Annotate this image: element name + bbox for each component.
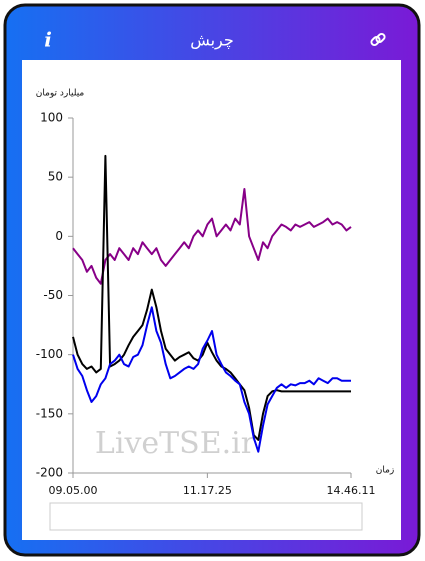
link-icon[interactable] [370,32,386,47]
y-tick-label: 50 [48,170,63,184]
legend-box [49,502,363,531]
chart-panel [22,60,401,540]
y-tick-label: -200 [36,466,63,480]
info-icon[interactable]: i [44,28,52,52]
watermark: LiveTSE.ir [95,426,256,461]
y-tick-label: -50 [43,288,63,302]
x-tick-label: 11.17.25 [183,484,232,497]
y-tick-label: 100 [40,111,63,125]
series-line [72,306,351,453]
y-tick-label: -100 [36,347,63,361]
y-axis-label: میلیارد تومان [36,89,85,99]
y-tick-label: 0 [55,229,63,243]
y-tick-label: -150 [36,406,63,420]
series-line [72,188,352,285]
x-tick-label: 14.46.11 [327,484,376,497]
x-tick-label: 09.05.00 [49,484,98,497]
card-title: چربش [190,31,234,51]
x-axis-label: زمان [376,466,395,476]
series-line [72,154,351,441]
